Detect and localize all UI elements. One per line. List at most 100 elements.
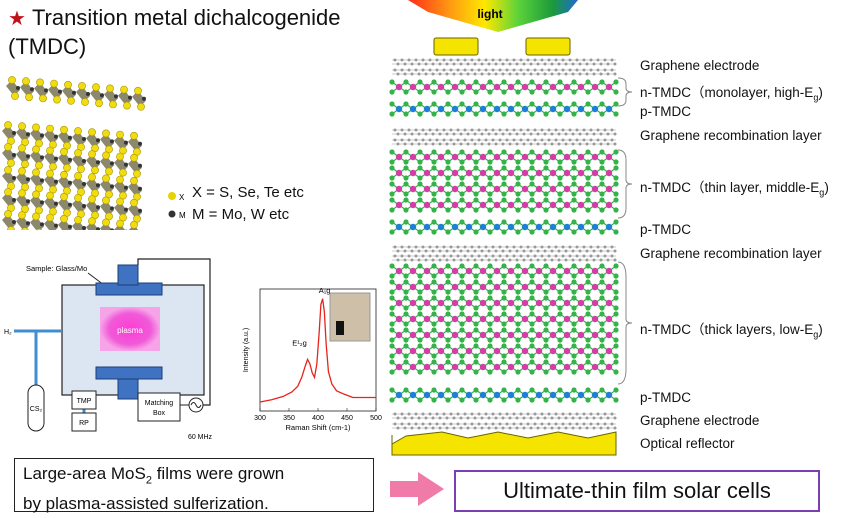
metal-atom <box>423 105 431 113</box>
metal-atom <box>507 201 515 209</box>
metal-atom <box>521 315 529 323</box>
x-axis-label: Raman Shift (cm-1) <box>285 423 351 432</box>
m-atom <box>58 89 62 94</box>
m-atom <box>12 220 16 224</box>
metal-atom <box>577 169 585 177</box>
plasma-region <box>100 307 160 351</box>
metal-atom <box>437 223 445 231</box>
metal-atom <box>479 83 487 91</box>
metal-atom <box>493 283 501 291</box>
metal-atom <box>409 105 417 113</box>
x-atom <box>36 78 44 87</box>
metal-atom <box>493 83 501 91</box>
rp-label: RP <box>79 420 89 427</box>
x-atom <box>4 143 12 151</box>
m-atom <box>96 205 100 210</box>
metal-atom <box>395 169 403 177</box>
m-atom <box>40 155 44 160</box>
x-atom <box>119 168 127 177</box>
x-atom <box>4 166 12 174</box>
m-atom <box>68 224 72 229</box>
metal-atom <box>493 267 501 275</box>
metal-atom <box>605 105 613 113</box>
metal-atom <box>577 201 585 209</box>
metal-atom <box>605 201 613 209</box>
lower-electrode <box>95 366 163 380</box>
legend-x-text: X = S, Se, Te etc <box>192 184 304 201</box>
x-atom <box>18 144 26 153</box>
metal-atom <box>535 169 543 177</box>
cs2-cylinder <box>27 384 45 432</box>
x-atom <box>67 96 75 105</box>
m-atom <box>54 134 58 139</box>
x-atom <box>18 167 26 176</box>
metal-atom <box>521 267 529 275</box>
metal-atom <box>591 169 599 177</box>
x-tick-label: 350 <box>283 415 295 422</box>
metal-atom <box>605 283 613 291</box>
x-atom <box>60 192 68 201</box>
metal-atom <box>577 185 585 193</box>
m-atom <box>138 186 142 191</box>
plasma-label: plasma <box>117 326 143 335</box>
x-atom <box>116 219 124 228</box>
label-graphene-bottom: Graphene electrode <box>640 413 760 428</box>
metal-atom <box>605 223 613 231</box>
metal-atom <box>577 363 585 371</box>
x-atom <box>46 213 54 222</box>
metal-atom <box>605 347 613 355</box>
tmp-label: TMP <box>77 398 92 405</box>
label-n3: n-TMDC（thick layers, low-Eg) <box>640 318 823 340</box>
metal-atom <box>451 105 459 113</box>
metal-atom <box>451 169 459 177</box>
tmp-box <box>71 390 97 410</box>
metal-atom <box>395 201 403 209</box>
metal-atom <box>451 363 459 371</box>
title-line2: (TMDC) <box>8 34 87 59</box>
m-atom <box>12 176 16 180</box>
metal-atom <box>465 83 473 91</box>
m-atom <box>96 138 100 143</box>
legend-m-text: M = Mo, W etc <box>192 206 290 223</box>
x-atom <box>130 220 138 229</box>
m-atom <box>54 179 58 184</box>
star-icon: ★ <box>8 8 26 30</box>
metal-atom <box>521 331 529 339</box>
metal-atom <box>535 315 543 323</box>
x-tick-label: 400 <box>312 415 324 422</box>
metal-atom <box>437 201 445 209</box>
metal-atom <box>591 363 599 371</box>
x-atom <box>116 197 124 206</box>
metal-atom <box>395 105 403 113</box>
m-atom <box>26 221 30 226</box>
metal-atom <box>465 223 473 231</box>
m-atom <box>82 182 86 186</box>
m-atom <box>124 140 128 145</box>
metal-atom <box>577 223 585 231</box>
title-line1: Transition metal dichalcogenide <box>31 5 341 30</box>
x-atom <box>78 82 86 90</box>
m-atom <box>82 137 86 141</box>
caption-l1sub: 2 <box>145 474 152 487</box>
x-atom <box>130 131 138 140</box>
m-atom <box>82 226 86 230</box>
x-atom <box>123 101 131 110</box>
metal-atom <box>451 267 459 275</box>
metal-atom <box>591 153 599 161</box>
x-atom <box>46 146 54 155</box>
x-atom <box>8 76 16 84</box>
metal-atom <box>535 347 543 355</box>
metal-atom <box>479 315 487 323</box>
x-atom <box>32 212 40 221</box>
metal-atom <box>591 105 599 113</box>
m-atom <box>16 86 20 90</box>
layer-brackets <box>617 77 633 385</box>
matching-label-2: Box <box>153 410 166 417</box>
optical-reflector <box>391 431 617 456</box>
metal-atom <box>521 201 529 209</box>
m-atom <box>40 222 44 227</box>
x-atom <box>116 152 124 161</box>
metal-atom <box>535 185 543 193</box>
x-atom <box>18 122 26 131</box>
metal-atom <box>563 331 571 339</box>
